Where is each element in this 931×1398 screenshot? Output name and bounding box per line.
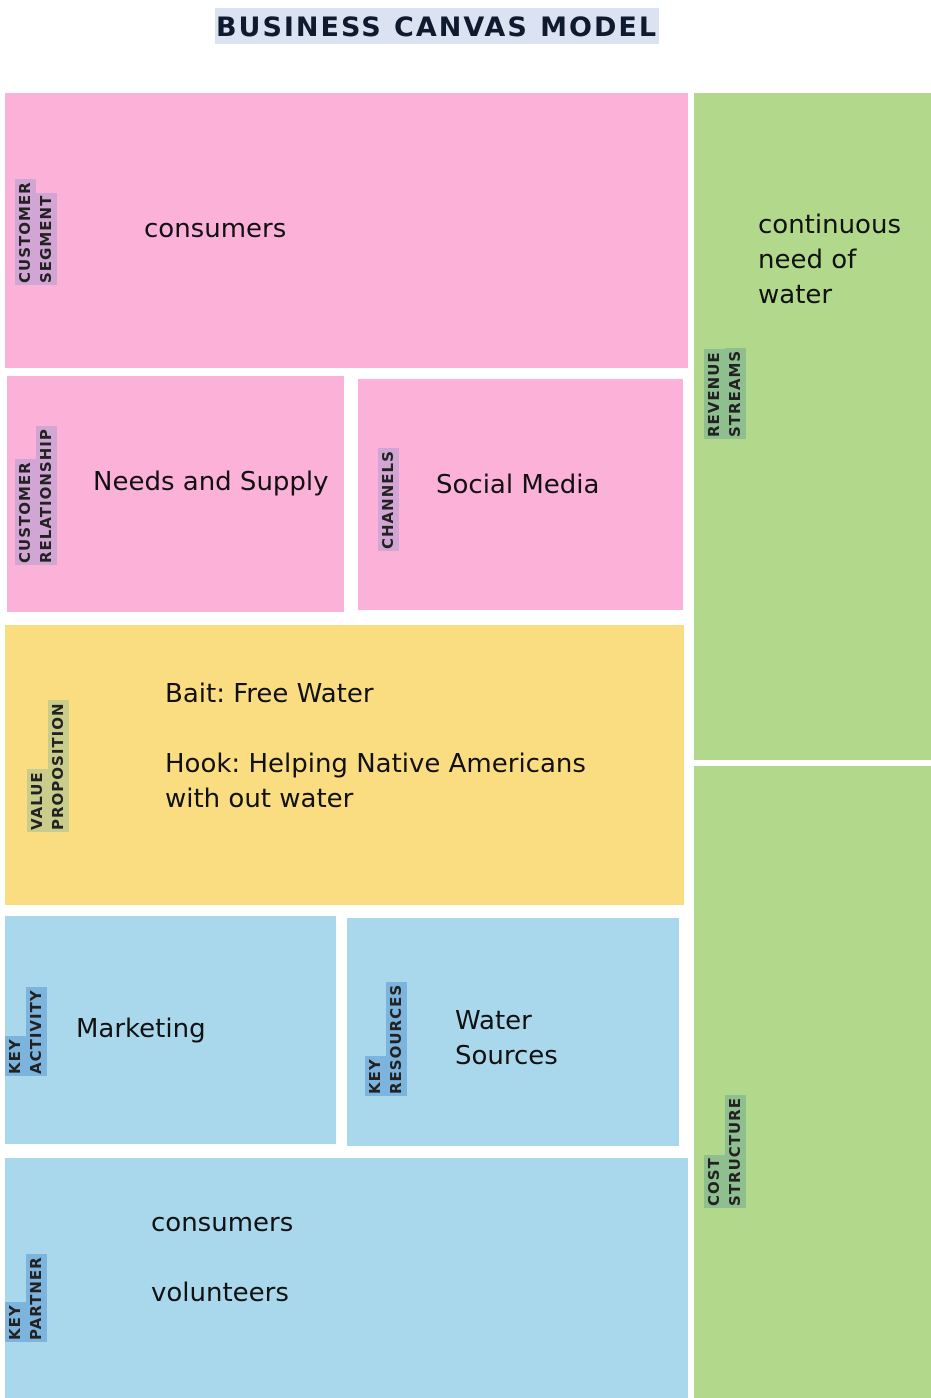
label-line: RESOURCES xyxy=(386,981,407,1096)
key-resources-text-line: Sources xyxy=(455,1041,558,1071)
customer-relationship-block: CUSTOMER RELATIONSHIP Needs and Supply xyxy=(7,376,344,612)
key-activity-label: KEY ACTIVITY xyxy=(5,987,47,1076)
label-line: RELATIONSHIP xyxy=(36,426,57,565)
key-partner-block: KEY PARTNER consumers volunteers xyxy=(5,1158,688,1398)
value-proposition-text-line: Bait: Free Water xyxy=(165,679,374,709)
key-resources-text-line: Water xyxy=(455,1006,532,1036)
channels-block: CHANNELS Social Media xyxy=(358,379,683,610)
revenue-streams-label: REVENUE STREAMS xyxy=(704,347,746,439)
revenue-streams-text-line: continuous xyxy=(758,210,901,240)
label-line: VALUE xyxy=(27,769,48,832)
customer-relationship-text: Needs and Supply xyxy=(93,467,329,497)
label-line: REVENUE xyxy=(704,349,725,439)
label-line: KEY xyxy=(5,1302,26,1342)
label-line: CUSTOMER xyxy=(15,179,36,285)
label-line: CUSTOMER xyxy=(15,459,36,565)
customer-segment-text: consumers xyxy=(144,214,287,244)
key-activity-text: Marketing xyxy=(76,1014,206,1044)
cost-structure-label: COST STRUCTURE xyxy=(704,1095,746,1208)
channels-text: Social Media xyxy=(436,470,600,500)
customer-segment-label: CUSTOMER SEGMENT xyxy=(15,179,57,285)
revenue-streams-text-line: need of xyxy=(758,245,857,275)
key-partner-label: KEY PARTNER xyxy=(5,1254,47,1342)
cost-structure-block: COST STRUCTURE xyxy=(694,766,931,1398)
label-line: SEGMENT xyxy=(36,192,57,285)
customer-relationship-label: CUSTOMER RELATIONSHIP xyxy=(15,426,57,565)
value-proposition-text-line: Hook: Helping Native Americans xyxy=(165,749,586,779)
value-proposition-block: VALUE PROPOSITION Bait: Free Water Hook:… xyxy=(5,625,684,905)
key-partner-text-line: volunteers xyxy=(151,1278,289,1308)
value-proposition-text-line: with out water xyxy=(165,784,354,814)
key-activity-block: KEY ACTIVITY Marketing xyxy=(5,916,336,1144)
value-proposition-label: VALUE PROPOSITION xyxy=(27,700,69,832)
key-partner-text-line: consumers xyxy=(151,1208,294,1238)
revenue-streams-block: REVENUE STREAMS continuous need of water xyxy=(694,93,931,760)
label-line: KEY xyxy=(365,1056,386,1096)
key-resources-block: KEY RESOURCES Water Sources xyxy=(347,918,679,1146)
label-line: CHANNELS xyxy=(378,448,399,551)
customer-segment-block: CUSTOMER SEGMENT consumers xyxy=(5,93,688,368)
label-line: KEY xyxy=(5,1036,26,1076)
label-line: PROPOSITION xyxy=(48,700,69,832)
channels-label: CHANNELS xyxy=(378,448,399,551)
label-line: STRUCTURE xyxy=(725,1095,746,1208)
label-line: ACTIVITY xyxy=(26,987,47,1076)
canvas-title: BUSINESS CANVAS MODEL xyxy=(215,8,659,44)
key-resources-label: KEY RESOURCES xyxy=(365,981,407,1096)
label-line: PARTNER xyxy=(26,1254,47,1342)
label-line: STREAMS xyxy=(725,347,746,439)
revenue-streams-text-line: water xyxy=(758,280,833,310)
label-line: COST xyxy=(704,1155,725,1208)
